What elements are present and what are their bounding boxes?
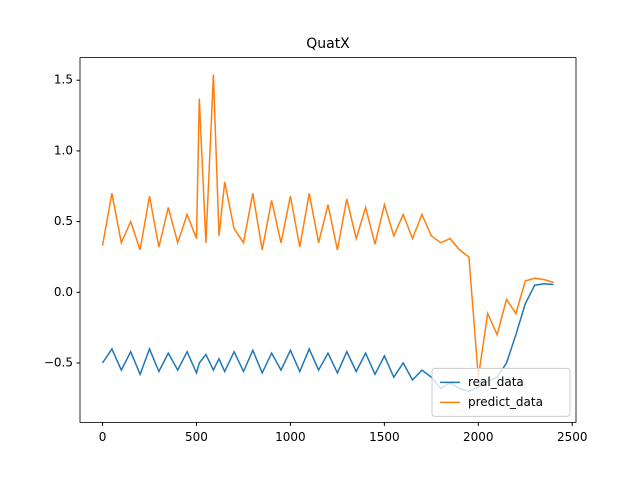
x-tick-label: 2500	[557, 430, 588, 444]
chart-title: QuatX	[306, 36, 350, 52]
y-tick-label: 1.0	[54, 143, 73, 157]
legend-box	[431, 367, 571, 417]
x-tick-label: 2000	[463, 430, 494, 444]
y-tick-label: 0.5	[54, 214, 73, 228]
legend-label: real_data	[468, 375, 524, 389]
y-tick-label: 0.0	[54, 285, 73, 299]
x-tick-label: 0	[99, 430, 107, 444]
x-tick-label: 1000	[275, 430, 306, 444]
x-tick-label: 1500	[369, 430, 400, 444]
y-tick-label: 1.5	[54, 73, 73, 87]
x-tick-label: 500	[185, 430, 208, 444]
plot-frame	[79, 57, 577, 423]
data-line	[101, 74, 554, 378]
y-tick-label: −0.5	[44, 356, 73, 370]
legend-label: predict_data	[468, 395, 543, 409]
